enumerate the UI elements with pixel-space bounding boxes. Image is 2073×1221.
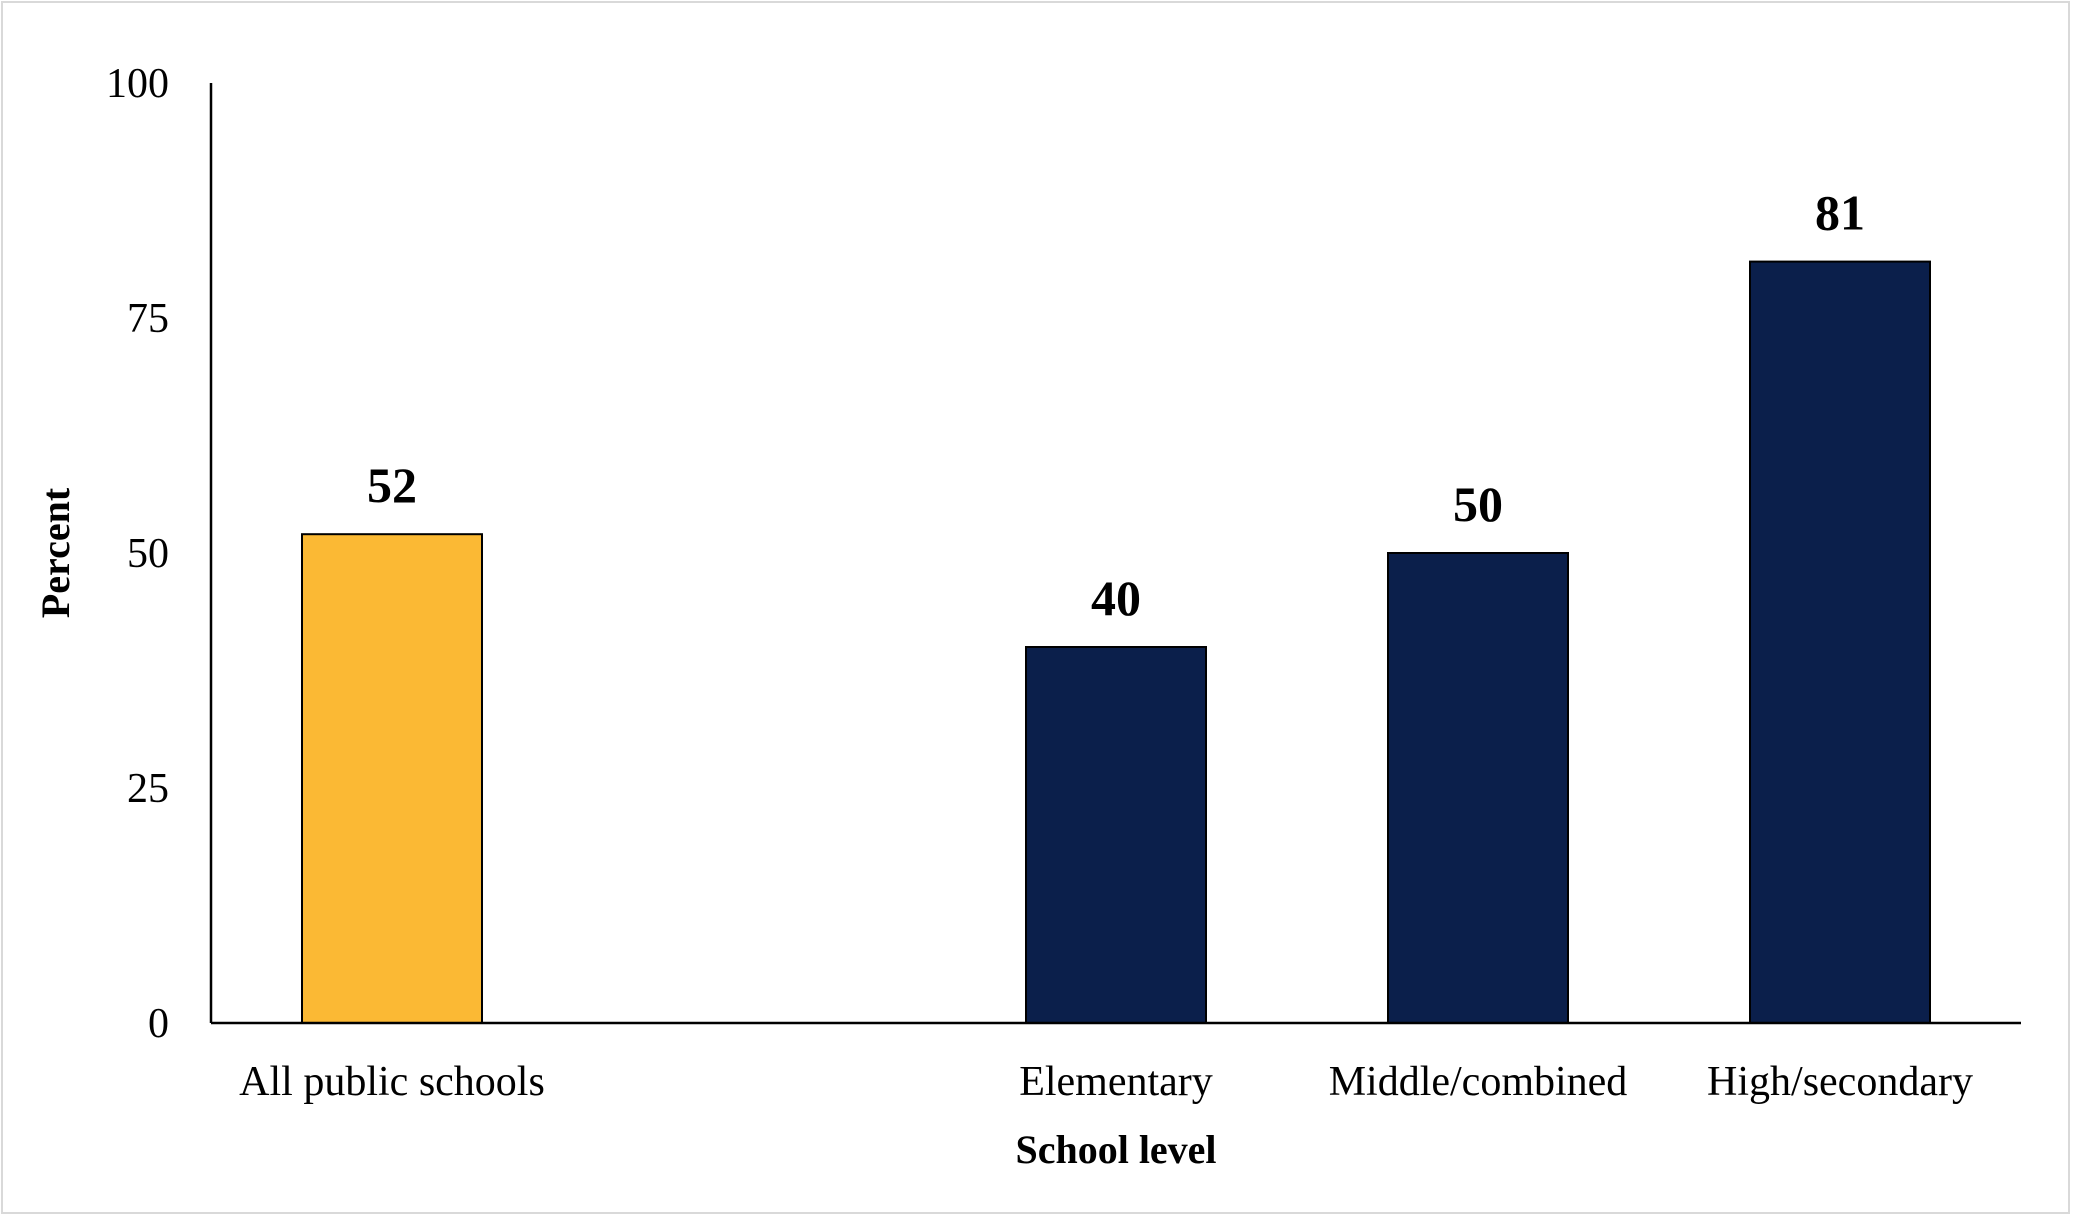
axes-layer — [209, 83, 2021, 1025]
category-labels: All public schools Elementary Middle/combi… — [239, 1059, 1973, 1105]
y-tick-label: 50 — [127, 531, 169, 577]
bar-elementary — [1025, 646, 1207, 1024]
bar-high-secondary — [1749, 260, 1931, 1025]
data-label: 52 — [367, 457, 417, 513]
data-label: 50 — [1453, 476, 1503, 532]
data-labels: 52 40 50 81 — [367, 185, 1865, 626]
bar-middle-combined — [1387, 552, 1569, 1024]
data-label: 40 — [1091, 570, 1141, 626]
data-label: 81 — [1815, 185, 1865, 241]
x-axis-title: School level — [1015, 1127, 1216, 1172]
y-tick-label: 0 — [148, 1001, 169, 1047]
y-tick-labels: 0 25 50 75 100 — [106, 61, 169, 1047]
category-label: Elementary — [1019, 1059, 1213, 1105]
y-tick-label: 100 — [106, 61, 169, 107]
category-label: Middle/combined — [1329, 1059, 1628, 1105]
bar-chart: 0 25 50 75 100 All public schools Elementary M… — [33, 61, 2021, 1172]
category-label: All public schools — [239, 1059, 545, 1105]
y-tick-label: 25 — [127, 766, 169, 812]
y-axis-title: Percent — [33, 487, 78, 618]
bar-all-public-schools — [301, 533, 483, 1024]
y-tick-label: 75 — [127, 296, 169, 342]
category-label: High/secondary — [1707, 1059, 1973, 1105]
bars-layer — [301, 260, 1931, 1025]
